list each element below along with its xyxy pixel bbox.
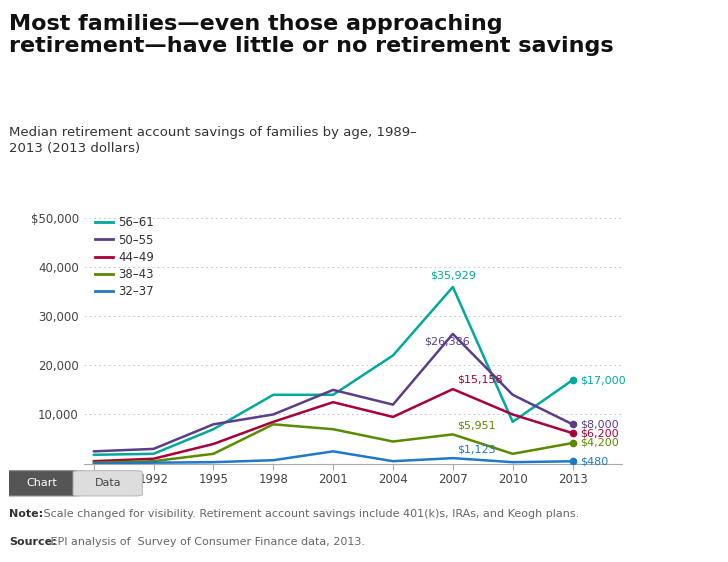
Text: $6,200: $6,200 [580, 428, 620, 438]
Text: $26,386: $26,386 [424, 337, 470, 347]
Text: Chart: Chart [26, 478, 57, 488]
Legend: 56–61, 50–55, 44–49, 38–43, 32–37: 56–61, 50–55, 44–49, 38–43, 32–37 [95, 216, 154, 298]
Text: Note:: Note: [9, 509, 44, 519]
Text: $17,000: $17,000 [580, 375, 626, 385]
FancyBboxPatch shape [1, 471, 82, 496]
Text: Data: Data [95, 478, 121, 488]
Text: $15,158: $15,158 [457, 374, 502, 384]
Text: $1,123: $1,123 [457, 445, 496, 455]
Text: $5,951: $5,951 [457, 420, 496, 430]
Text: Scale changed for visibility. Retirement account savings include 401(k)s, IRAs, : Scale changed for visibility. Retirement… [40, 509, 579, 519]
Text: $35,929: $35,929 [430, 270, 476, 280]
Text: $4,200: $4,200 [580, 438, 620, 448]
FancyBboxPatch shape [73, 471, 142, 496]
Text: Most families—even those approaching
retirement—have little or no retirement sav: Most families—even those approaching ret… [9, 14, 614, 56]
Text: EPI analysis of  Survey of Consumer Finance data, 2013.: EPI analysis of Survey of Consumer Finan… [47, 537, 365, 547]
Text: Median retirement account savings of families by age, 1989–
2013 (2013 dollars): Median retirement account savings of fam… [9, 126, 417, 156]
Text: $480: $480 [580, 456, 609, 466]
Text: $8,000: $8,000 [580, 419, 620, 429]
Text: Source:: Source: [9, 537, 57, 547]
